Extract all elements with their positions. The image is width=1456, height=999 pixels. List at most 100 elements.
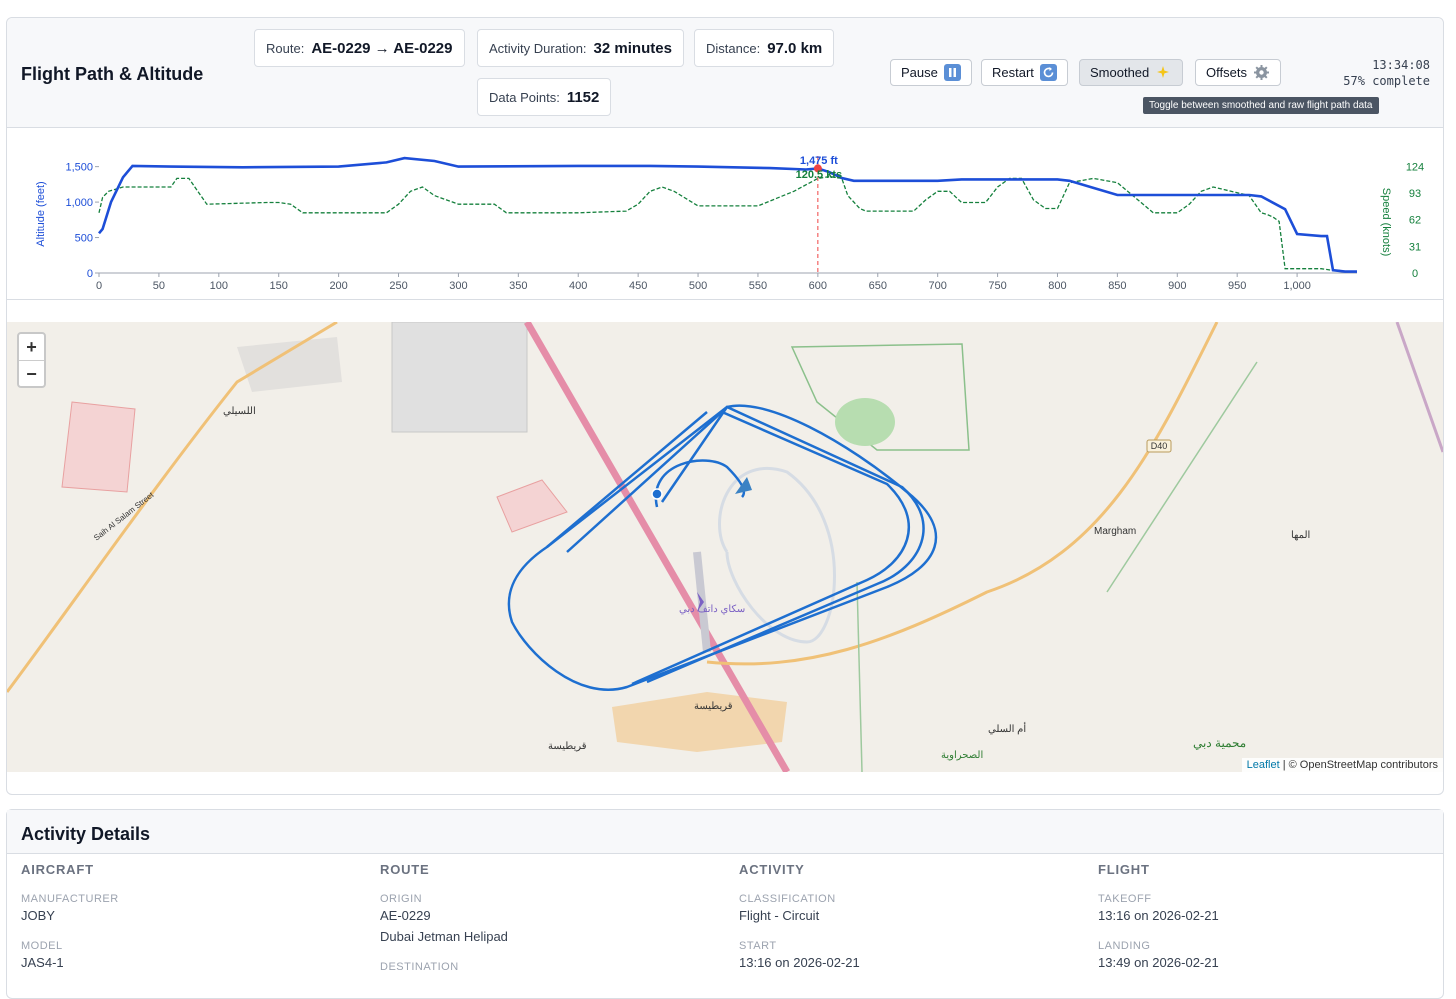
x-tick-label: 300 [449, 280, 467, 292]
restricted-area [496, 479, 568, 533]
takeoff-value: 13:16 on 2026-02-21 [1098, 908, 1219, 923]
boundary-line [1106, 361, 1258, 593]
pause-button[interactable]: Pause [890, 59, 972, 86]
playback-marker-dot [813, 164, 822, 173]
y2-tick-label: 124 [1406, 161, 1424, 173]
y-tick-label: 1,000 [65, 197, 93, 209]
map-attribution: Leaflet | © OpenStreetMap contributors [1241, 758, 1443, 772]
flight-column: FLIGHT TAKEOFF 13:16 on 2026-02-21 LANDI… [1098, 862, 1219, 973]
aircraft-heading: AIRCRAFT [21, 862, 94, 877]
route-column: ROUTE ORIGIN AE-0229 Dubai Jetman Helipa… [380, 862, 508, 973]
distance-stat: Distance: 97.0 km [694, 29, 835, 67]
start-label: START [739, 940, 777, 952]
takeoff-label: TAKEOFF [1098, 893, 1152, 905]
duration-stat-value: 32 minutes [593, 39, 672, 57]
x-tick-label: 200 [329, 280, 347, 292]
village-area [237, 337, 342, 392]
destination-label: DESTINATION [380, 961, 459, 973]
x-tick-label: 150 [270, 280, 288, 292]
x-tick-label: 700 [928, 280, 946, 292]
x-tick-label: 950 [1228, 280, 1246, 292]
x-tick-label: 750 [988, 280, 1006, 292]
smoothed-toggle-button[interactable]: Smoothed [1079, 59, 1184, 86]
origin-label: ORIGIN [380, 893, 423, 905]
park-boundary [790, 343, 970, 451]
map-label-umm-al-sily: أم السلي [988, 724, 1027, 735]
restart-button-label: Restart [992, 65, 1034, 80]
manufacturer-value: JOBY [21, 908, 55, 923]
data-points-label: Data Points: [489, 89, 560, 105]
flight-path-panel: Flight Path & Altitude Route: AE-0229 → A… [6, 17, 1444, 795]
altitude-series-line [98, 156, 1357, 273]
pause-icon [943, 64, 961, 81]
gear-icon [1253, 64, 1270, 81]
manufacturer-label: MANUFACTURER [21, 893, 119, 905]
flight-map[interactable]: D40 Margham اللسيلي قريطيسة قريطيسة أم ا… [7, 322, 1443, 772]
aircraft-icon[interactable] [735, 477, 752, 494]
altitude-speed-chart: 0 50 100 150 200 250 300 350 400 450 500 550 600 650 7… [7, 128, 1443, 300]
x-tick-label: 600 [809, 280, 827, 292]
smoothed-tooltip: Toggle between smoothed and raw flight p… [1143, 97, 1379, 114]
classification-label: CLASSIFICATION [739, 893, 836, 905]
d40-shield [1146, 439, 1172, 453]
y2-tick-label: 62 [1409, 215, 1421, 227]
model-value: JAS4-1 [21, 955, 64, 970]
playback-progress: 57% complete [1343, 74, 1430, 88]
boundary-line [856, 581, 863, 772]
x-tick-label: 500 [689, 280, 707, 292]
x-tick-label: 1,000 [1283, 280, 1311, 292]
route-heading: ROUTE [380, 862, 430, 877]
map-canvas[interactable]: D40 [7, 322, 1443, 772]
playback-status: 13:34:08 57% complete [1343, 57, 1430, 89]
activity-column: ACTIVITY CLASSIFICATION Flight - Circuit… [739, 862, 860, 973]
offsets-button-label: Offsets [1206, 65, 1247, 80]
y-axis-label: Altitude (feet) [35, 181, 47, 246]
zoom-out-button[interactable]: − [19, 360, 44, 386]
park-area [835, 398, 895, 446]
route-stat-value: AE-0229 → AE-0229 [311, 39, 453, 57]
urban-grid [391, 322, 528, 433]
y-tick-label: 500 [75, 233, 93, 245]
playback-clock: 13:34:08 [1372, 58, 1430, 72]
x-tick-label: 100 [210, 280, 228, 292]
model-label: MODEL [21, 940, 63, 952]
start-marker[interactable] [651, 488, 663, 500]
details-title: Activity Details [7, 810, 1443, 854]
data-points-value: 1152 [566, 88, 600, 106]
origin-name: Dubai Jetman Helipad [380, 929, 508, 944]
sparkles-icon [1155, 64, 1172, 81]
zoom-control: + − [17, 332, 46, 388]
aircraft-column: AIRCRAFT MANUFACTURER JOBY MODEL JAS4-1 [21, 862, 119, 973]
restart-button[interactable]: Restart [981, 59, 1068, 86]
map-label-desert: الصحراوية [941, 750, 984, 761]
map-label-town-2: قريطيسة [548, 741, 587, 752]
flight-path [507, 404, 938, 691]
map-label-lisaili: اللسيلي [223, 406, 256, 417]
data-points-stat: Data Points: 1152 [477, 78, 612, 116]
zoom-in-button[interactable]: + [26, 337, 37, 357]
map-label-town: قريطيسة [694, 701, 733, 712]
leaflet-link[interactable]: Leaflet [1246, 759, 1280, 771]
route-stat-label: Route: [266, 40, 305, 56]
map-label-reserve: محمية دبي [1193, 736, 1247, 750]
y2-tick-label: 31 [1409, 241, 1421, 253]
d40-road [706, 322, 1219, 666]
page-title: Flight Path & Altitude [21, 64, 204, 84]
map-label-skydive: سكاي داتف دبي [679, 604, 746, 615]
map-label-al-maha: المها [1291, 530, 1311, 541]
map-label-margham: Margham [1094, 526, 1137, 537]
x-tick-label: 400 [569, 280, 587, 292]
x-tick-label: 900 [1168, 280, 1186, 292]
x-tick-label: 350 [509, 280, 527, 292]
y-tick-label: 1,500 [65, 162, 93, 174]
flight-heading: FLIGHT [1098, 862, 1150, 877]
chart-canvas[interactable]: 0 50 100 150 200 250 300 350 400 450 500 550 600 650 7… [7, 128, 1443, 300]
offsets-button[interactable]: Offsets [1195, 59, 1281, 86]
speed-series-line [98, 175, 1357, 272]
restart-icon [1039, 64, 1057, 81]
airport-icon [697, 592, 704, 612]
landing-label: LANDING [1098, 940, 1151, 952]
x-tick-label: 650 [869, 280, 887, 292]
highway [523, 322, 791, 772]
landing-value: 13:49 on 2026-02-21 [1098, 955, 1219, 970]
